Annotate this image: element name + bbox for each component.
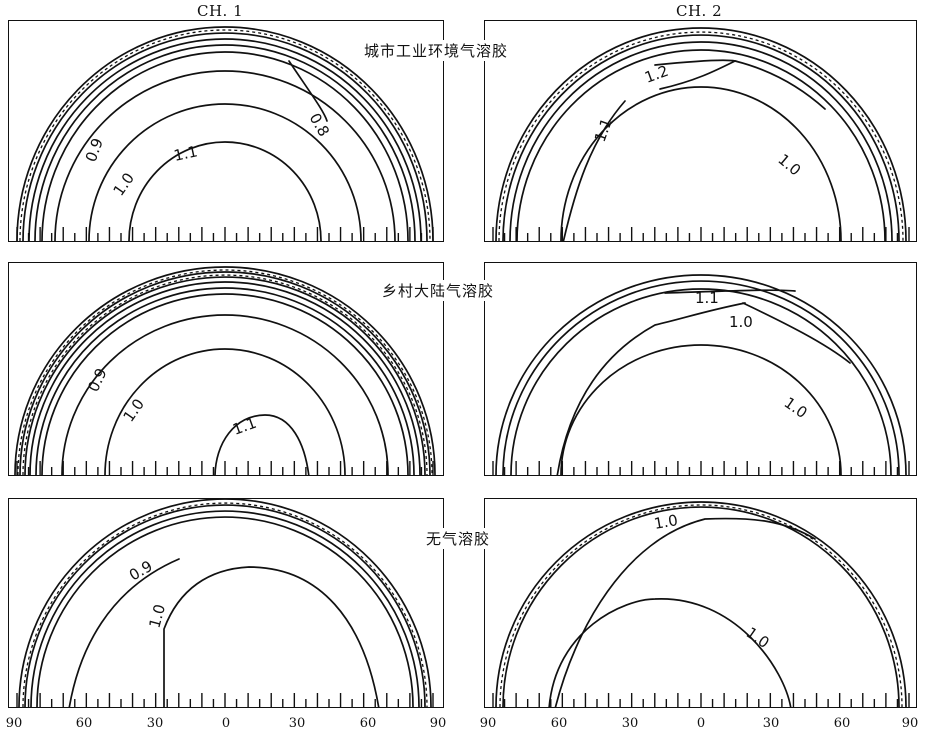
contour-line bbox=[54, 70, 396, 241]
contour-line bbox=[288, 60, 328, 122]
contour-line bbox=[19, 29, 431, 241]
contour-label: 1.0 bbox=[781, 394, 811, 422]
contour-line bbox=[495, 274, 907, 475]
contour-line bbox=[24, 276, 426, 475]
row-title-none: 无气溶胶 bbox=[424, 528, 493, 549]
column-title-ch1: CH. 1 bbox=[197, 2, 244, 20]
column-title-ch2: CH. 2 bbox=[676, 2, 723, 20]
contour-line bbox=[556, 302, 746, 475]
contour-line bbox=[554, 517, 816, 707]
contour-line bbox=[41, 51, 409, 241]
contour-line bbox=[163, 566, 380, 707]
contour-label: 1.1 bbox=[591, 116, 616, 145]
contour-label: 0.9 bbox=[84, 365, 110, 394]
axis-label: 90 bbox=[901, 716, 919, 731]
contour-line bbox=[35, 287, 415, 475]
contour-line bbox=[19, 271, 431, 475]
axis-label: 90 bbox=[5, 716, 23, 731]
contour-line bbox=[14, 266, 436, 475]
contour-line bbox=[41, 293, 409, 475]
contour-line bbox=[664, 289, 796, 294]
contour-line bbox=[28, 38, 422, 241]
contour-plot: 0.91.0 1.1 0.8 bbox=[16, 26, 434, 241]
contour-line bbox=[22, 274, 428, 475]
contour-line bbox=[562, 100, 626, 241]
panel-urban-ch2: 1.1 1.2 1.0 bbox=[484, 20, 917, 242]
contour-line bbox=[34, 44, 416, 241]
contour-label: 0.9 bbox=[126, 557, 156, 585]
contour-line bbox=[128, 141, 322, 241]
axis-label: 90 bbox=[429, 716, 447, 731]
contour-line bbox=[29, 281, 421, 475]
contour-label: 1.2 bbox=[642, 62, 671, 87]
axis-label: 0 bbox=[221, 716, 231, 731]
contour-label: 1.0 bbox=[729, 313, 753, 331]
contour-label: 1.0 bbox=[743, 624, 773, 652]
row-title-urban: 城市工业环境气溶胶 bbox=[362, 40, 511, 61]
axis-label: 60 bbox=[550, 716, 568, 731]
contour-line bbox=[516, 49, 886, 241]
contour-line bbox=[30, 510, 420, 707]
contour-label: 1.0 bbox=[774, 150, 804, 179]
contour-line bbox=[68, 558, 180, 707]
panel-none-ch1: 0.9 1.0 bbox=[8, 498, 444, 708]
contour-line bbox=[502, 34, 900, 241]
contour-label: 1.0 bbox=[653, 511, 680, 533]
contour-line bbox=[16, 26, 434, 241]
contour-line bbox=[502, 506, 900, 707]
contour-label: 1.0 bbox=[110, 169, 138, 199]
contour-line bbox=[742, 302, 851, 364]
contour-line bbox=[22, 32, 428, 241]
contour-label: 1.1 bbox=[172, 142, 199, 165]
contour-label: 1.0 bbox=[120, 395, 148, 425]
contour-plot: 1.1 1.2 1.0 bbox=[492, 27, 910, 241]
axis-label: 90 bbox=[479, 716, 497, 731]
axis-label: 30 bbox=[621, 716, 639, 731]
panel-rural-ch1: 0.9 1.0 1.1 bbox=[8, 262, 444, 476]
panel-rural-ch2: 1.1 1.0 1.0 bbox=[484, 262, 917, 476]
axis-label: 30 bbox=[288, 716, 306, 731]
contour-line bbox=[560, 86, 842, 241]
contour-plot: 0.9 1.0 bbox=[16, 499, 434, 707]
contour-plot: 0.9 1.0 1.1 bbox=[14, 266, 436, 475]
contour-plot: 1.1 1.0 1.0 bbox=[492, 274, 910, 475]
contour-line bbox=[61, 314, 389, 475]
contour-line bbox=[498, 31, 904, 241]
axis-label: 30 bbox=[146, 716, 164, 731]
contour-line bbox=[502, 280, 900, 475]
axis-label: 30 bbox=[762, 716, 780, 731]
contour-line bbox=[510, 288, 892, 475]
axis-label: 60 bbox=[359, 716, 377, 731]
contour-label: 1.1 bbox=[695, 289, 719, 307]
contour-line bbox=[22, 502, 428, 707]
contour-line bbox=[548, 598, 792, 707]
contour-line bbox=[88, 103, 362, 241]
axis-label: 0 bbox=[696, 716, 706, 731]
contour-line bbox=[495, 27, 907, 241]
contour-line bbox=[734, 60, 826, 110]
axis-label: 60 bbox=[75, 716, 93, 731]
contour-plot: 1.0 1.0 bbox=[492, 501, 910, 707]
contour-line bbox=[560, 344, 842, 475]
contour-line bbox=[36, 516, 414, 707]
row-title-rural: 乡村大陆气溶胶 bbox=[380, 280, 497, 301]
axis-label: 60 bbox=[833, 716, 851, 731]
contour-line bbox=[17, 269, 433, 475]
contour-line bbox=[495, 501, 907, 707]
contour-line bbox=[18, 499, 432, 707]
panel-none-ch2: 1.0 1.0 bbox=[484, 498, 917, 708]
contour-line bbox=[499, 504, 903, 707]
contour-line bbox=[24, 504, 426, 707]
contour-line bbox=[104, 348, 346, 475]
contour-label: 0.9 bbox=[82, 136, 107, 165]
contour-line bbox=[509, 41, 893, 241]
contour-label: 0.8 bbox=[306, 110, 334, 140]
contour-label: 1.0 bbox=[145, 602, 169, 630]
contour-label: 1.1 bbox=[230, 414, 259, 439]
contour-line bbox=[214, 414, 310, 475]
